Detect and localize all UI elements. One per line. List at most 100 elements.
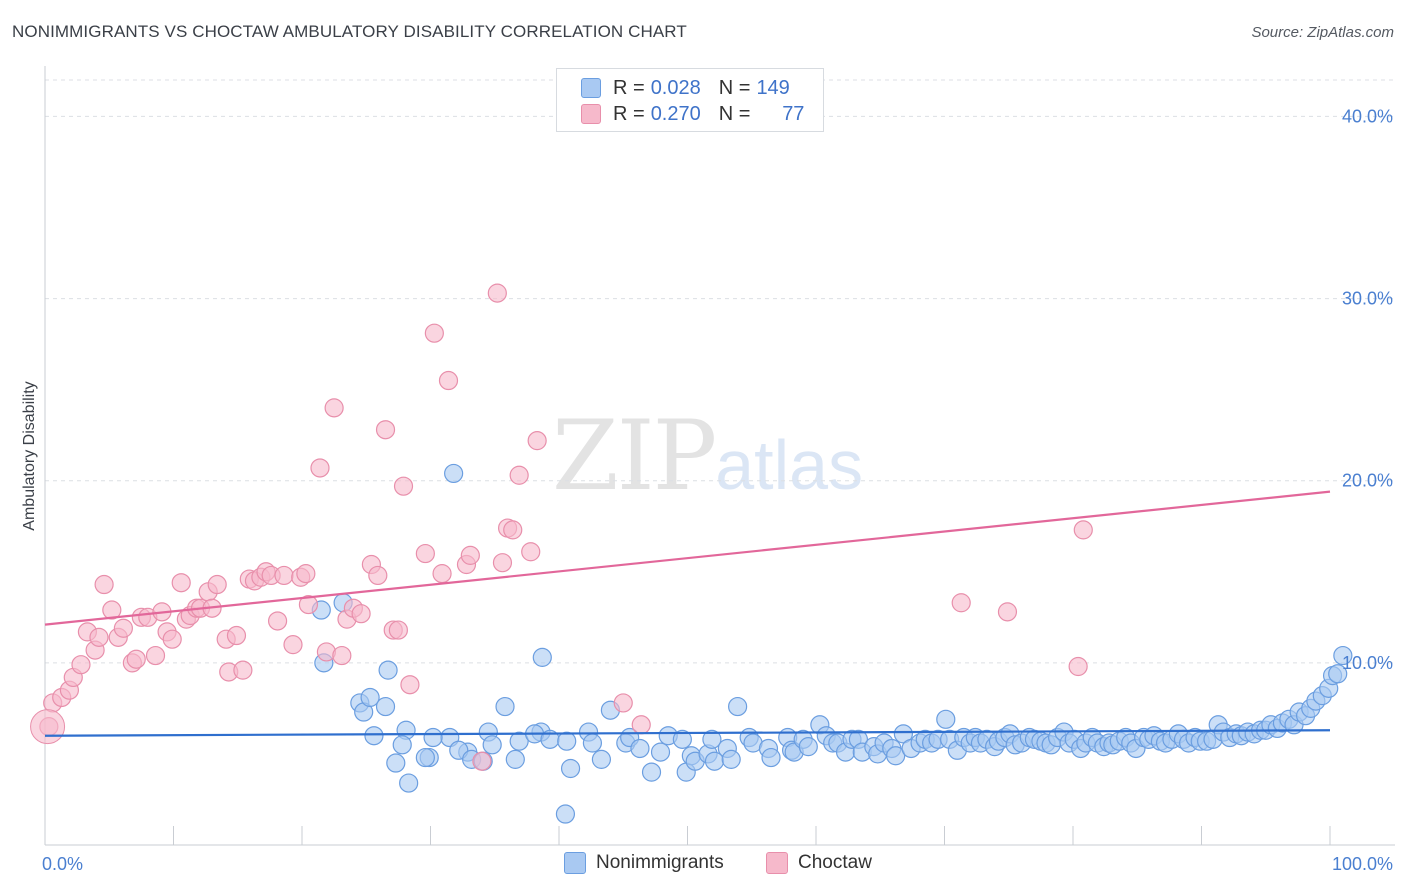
bottom-legend-swatch-nonimmigrants [564,852,586,874]
legend-r-value: 0.028 [650,76,701,99]
data-point [71,655,91,675]
data-point [672,729,692,749]
series-choctaw-points [30,283,1093,771]
data-point [400,675,420,695]
data-point [296,564,316,584]
legend-row-choctaw: R = 0.270 N = 77 [581,102,804,126]
legend-r-label: R = [613,102,645,125]
data-point [378,660,398,680]
legend-n-label: N = [718,102,751,125]
data-point [351,604,371,624]
data-point [226,625,247,646]
x-tick-label: 0.0% [42,854,83,874]
data-point [557,731,577,751]
data-point [721,749,741,769]
data-point [630,738,650,759]
data-point [482,735,502,755]
data-point [487,283,507,303]
data-point [631,715,651,735]
data-point [951,593,971,613]
data-point [89,627,109,647]
tick-labels: 10.0% 20.0% 30.0% 40.0% 0.0% 100.0% [42,106,1393,874]
data-point [509,731,529,751]
data-point [997,602,1018,622]
data-point [386,753,406,773]
data-point [145,645,166,666]
data-point [886,746,906,766]
data-point [591,749,612,769]
data-point [613,693,633,713]
x-tick-label: 100.0% [1332,854,1393,874]
data-point [1073,520,1093,540]
data-point [936,709,956,729]
data-point [521,542,541,562]
data-point [126,649,146,669]
data-point [94,574,114,595]
data-point [1333,645,1353,666]
data-point [399,773,419,793]
data-point [113,618,133,638]
data-point [798,737,818,757]
data-point [332,645,352,666]
data-point [1068,656,1088,677]
y-tick-label: 20.0% [1342,471,1393,491]
data-point [495,696,515,717]
y-tick-label: 30.0% [1342,289,1393,309]
data-point [424,323,444,343]
data-point [650,742,671,762]
legend-n-label: N = [718,76,751,99]
legend-r-label: R = [613,76,645,99]
data-point [532,647,552,667]
data-point [171,573,191,593]
data-point [509,465,529,485]
data-point [423,727,443,748]
data-point [375,420,396,440]
data-point [438,370,459,391]
data-point [641,762,662,782]
data-point [360,687,380,708]
axes [44,66,1395,846]
watermark-zip: ZIP [552,400,717,512]
data-point [728,696,748,717]
data-point [267,611,288,631]
bottom-legend: Nonimmigrants Choctaw [0,852,1406,878]
data-point [761,747,781,768]
data-point [298,594,319,615]
data-point [283,635,303,655]
chart-title: NONIMMIGRANTS VS CHOCTAW AMBULATORY DISA… [12,22,687,41]
series-nonimmigrants-points [311,463,1353,824]
legend-swatch-nonimmigrants [581,78,601,98]
data-point [368,565,388,586]
data-point [162,629,182,649]
bottom-legend-label: Nonimmigrants [596,852,724,873]
data-point [388,620,408,640]
watermark: ZIPatlas [552,400,863,512]
y-tick-label: 40.0% [1342,106,1393,126]
data-point [324,398,344,418]
data-point [582,733,603,753]
trend-line [44,729,1331,737]
data-point [364,726,384,746]
data-point [560,758,581,779]
legend: R = 0.028 N = 149 R = 0.270 N = 77 [556,68,824,132]
legend-swatch-choctaw [581,104,601,124]
bottom-legend-choctaw: Choctaw [766,852,872,874]
legend-r-value: 0.270 [650,102,701,125]
trend-line [44,490,1331,626]
data-point [503,520,523,540]
data-point [392,735,412,755]
watermark-atlas: atlas [715,426,864,504]
data-point [460,545,480,565]
bottom-legend-label: Choctaw [798,852,872,873]
data-point [415,747,435,768]
data-point [274,565,294,586]
data-point [505,749,525,769]
legend-n-value: 77 [782,102,805,125]
bottom-legend-swatch-choctaw [766,852,788,874]
y-tick-label: 10.0% [1342,653,1393,673]
data-point [492,553,513,573]
legend-n-value: 149 [756,76,790,99]
data-point [233,660,253,680]
data-point [472,751,492,771]
data-point [432,564,452,584]
